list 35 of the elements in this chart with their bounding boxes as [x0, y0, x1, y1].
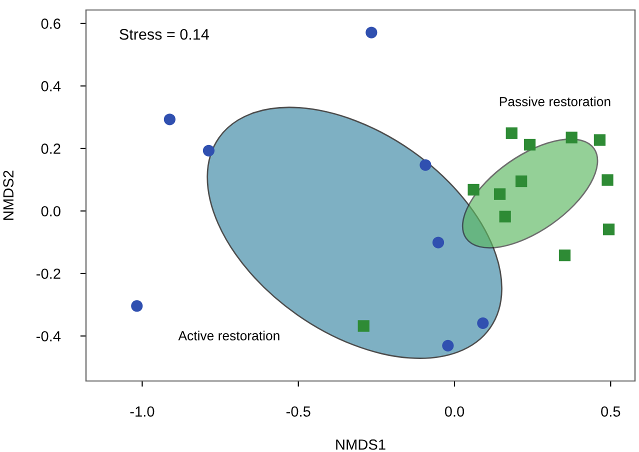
y-tick-label: 0.0 — [41, 206, 60, 216]
x-tick-label: -1.0 — [130, 406, 154, 417]
y-tick-label: 0.6 — [41, 18, 60, 29]
point — [506, 127, 518, 139]
point — [558, 250, 571, 262]
point — [131, 300, 143, 312]
point — [164, 114, 176, 126]
x-tick-label: 0.0 — [444, 406, 464, 417]
point — [420, 159, 432, 171]
point — [442, 340, 454, 352]
point — [477, 317, 489, 329]
point — [366, 26, 378, 38]
point — [516, 175, 528, 188]
x-tick-label: -0.5 — [286, 406, 310, 417]
point — [468, 184, 480, 196]
annotation: Passive restoration — [500, 96, 610, 106]
point — [358, 320, 370, 332]
x-axis-title: NMDS1 — [336, 439, 386, 450]
y-tick-label: 0.4 — [41, 81, 61, 92]
y-tick-label: -0.2 — [36, 268, 60, 279]
y-tick-label: 0.2 — [41, 144, 60, 154]
point — [602, 174, 614, 186]
annotation: Stress = 0.14 — [120, 28, 209, 40]
point — [524, 138, 536, 151]
point — [602, 224, 615, 236]
y-tick-label: -0.4 — [36, 331, 61, 342]
y-axis-title: NMDS2 — [3, 170, 14, 220]
point — [499, 210, 511, 222]
x-tick-label: 0.5 — [601, 406, 620, 417]
point — [494, 188, 506, 200]
point — [594, 134, 606, 146]
point — [432, 236, 444, 248]
point — [202, 144, 215, 156]
annotation: Active restoration — [178, 330, 280, 340]
point — [566, 132, 578, 144]
